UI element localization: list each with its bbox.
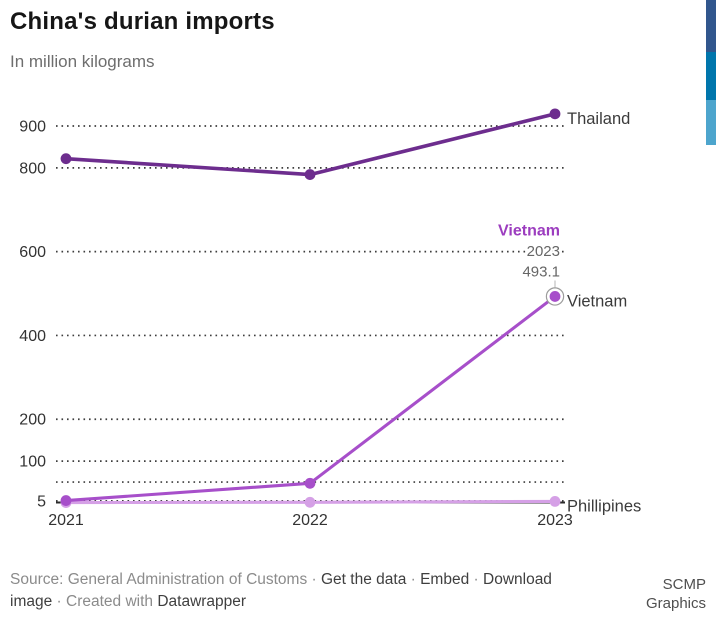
embed-link[interactable]: Embed bbox=[420, 571, 470, 588]
y-axis-tick-label: 600 bbox=[19, 244, 46, 261]
tooltip-series-name: Vietnam bbox=[498, 222, 560, 239]
scmp-credit-line1: SCMP bbox=[662, 576, 706, 593]
data-point-vietnam[interactable] bbox=[304, 477, 316, 489]
brand-bar-segment-mid bbox=[706, 52, 716, 100]
x-axis-tick-label: 2023 bbox=[537, 512, 573, 529]
data-point-phillipines[interactable] bbox=[304, 496, 316, 508]
datawrapper-link[interactable]: Datawrapper bbox=[157, 593, 247, 610]
separator-dot: · bbox=[307, 571, 321, 588]
series-line-vietnam bbox=[64, 294, 557, 503]
y-axis-tick-label: 900 bbox=[19, 118, 46, 135]
y-axis-tick-label: 400 bbox=[19, 328, 46, 345]
footer-line-1: Source: General Administration of Custom… bbox=[10, 569, 610, 591]
y-axis-tick-label: 100 bbox=[19, 454, 46, 471]
chart-title: China's durian imports bbox=[10, 8, 275, 35]
scmp-credit-line2: Graphics bbox=[645, 595, 706, 612]
download-image-link-part2[interactable]: image bbox=[10, 593, 53, 610]
source-text: Source: General Administration of Custom… bbox=[10, 571, 308, 588]
tooltip-year: 2023 bbox=[527, 243, 560, 260]
data-point-phillipines[interactable] bbox=[549, 496, 561, 507]
chart-subtitle: In million kilograms bbox=[10, 52, 155, 71]
series-label-thailand: Thailand bbox=[567, 110, 630, 128]
data-point-thailand[interactable] bbox=[304, 169, 316, 180]
scmp-graphics-credit: SCMP Graphics bbox=[646, 575, 706, 613]
series-line-thailand bbox=[64, 112, 557, 177]
x-axis-tick-label: 2021 bbox=[48, 512, 84, 529]
x-axis-tick-label: 2022 bbox=[292, 512, 328, 529]
chart-footer: Source: General Administration of Custom… bbox=[10, 569, 610, 613]
created-with-text: Created with bbox=[66, 593, 158, 610]
data-point-vietnam[interactable] bbox=[60, 495, 72, 506]
separator-dot: · bbox=[52, 593, 66, 610]
separator-dot: · bbox=[406, 571, 421, 588]
series-label-vietnam: Vietnam bbox=[567, 292, 627, 310]
get-the-data-link[interactable]: Get the data bbox=[321, 571, 407, 588]
separator-dot: · bbox=[469, 571, 483, 588]
line-chart: 900 800 600 400 200 100 5 2021 2022 2023 Thailand V… bbox=[0, 90, 716, 535]
y-axis-tick-label: 5 bbox=[37, 493, 46, 510]
brand-bar-segment-light bbox=[706, 100, 716, 145]
y-axis-tick-label: 800 bbox=[19, 160, 46, 177]
data-point-thailand[interactable] bbox=[549, 108, 561, 120]
tooltip-value: 493.1 bbox=[522, 263, 560, 280]
download-image-link-part1[interactable]: Download bbox=[483, 571, 552, 588]
data-point-highlight[interactable] bbox=[549, 291, 561, 302]
footer-line-2: image · Created with Datawrapper bbox=[10, 591, 610, 613]
data-point-thailand[interactable] bbox=[60, 153, 72, 165]
series-label-phillipines: Phillipines bbox=[567, 497, 641, 515]
brand-bar-segment-dark bbox=[706, 0, 716, 52]
y-axis-tick-label: 200 bbox=[19, 412, 46, 429]
scmp-brand-color-bar bbox=[706, 0, 716, 145]
